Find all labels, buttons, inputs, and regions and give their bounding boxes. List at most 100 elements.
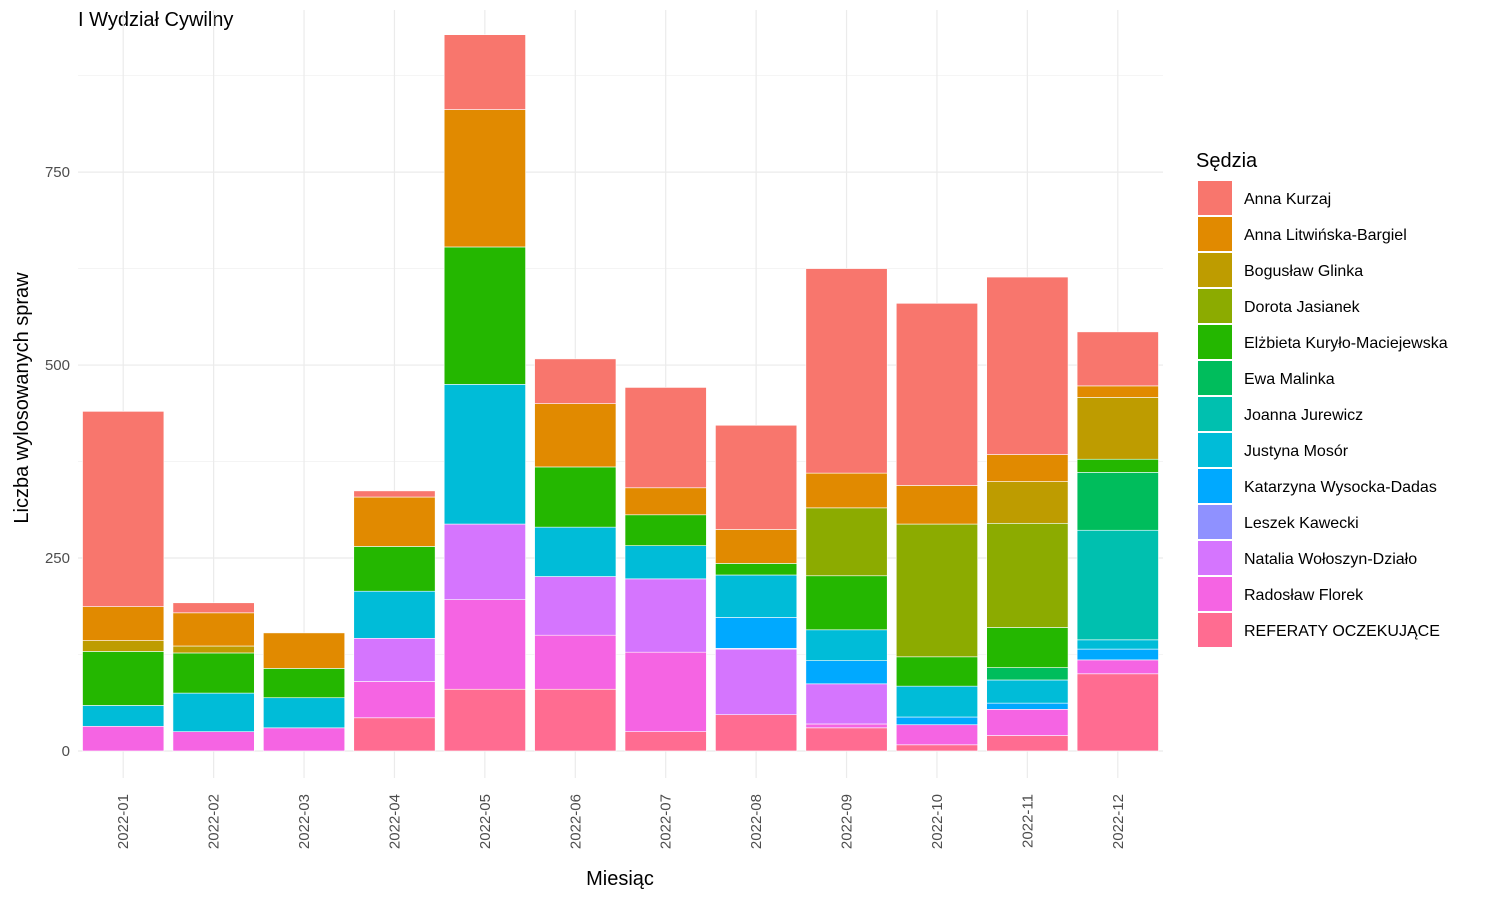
legend-label: Joanna Jurewicz: [1244, 407, 1363, 424]
legend-key: [1198, 505, 1232, 539]
bar-segment: [805, 507, 888, 577]
bar-segment: [1076, 648, 1159, 661]
bar-segment: [353, 681, 436, 719]
legend-key: [1198, 397, 1232, 431]
x-tick-label: 2022-01: [115, 794, 132, 849]
legend-label: Natalia Wołoszyn-Działo: [1244, 551, 1417, 568]
legend-label: Anna Kurzaj: [1244, 191, 1331, 208]
bar-segment: [805, 629, 888, 661]
legend-label: REFERATY OCZEKUJĄCE: [1244, 623, 1440, 640]
bar-segment: [715, 529, 798, 564]
bar-segment: [1076, 331, 1159, 387]
x-tick-label: 2022-08: [748, 794, 765, 849]
bar-segment: [1076, 529, 1159, 641]
bar-segment: [443, 34, 526, 110]
bar-segment: [1076, 639, 1159, 650]
bar-segment: [263, 697, 346, 729]
x-tick-label: 2022-06: [567, 794, 584, 849]
legend-label: Justyna Mosór: [1244, 443, 1349, 460]
legend-label: Elżbieta Kuryło-Maciejewska: [1244, 335, 1448, 352]
bar-segment: [353, 490, 436, 498]
legend-key: [1198, 217, 1232, 251]
bar-segment: [534, 358, 617, 404]
bar-segment: [805, 723, 888, 729]
bar-segment: [1076, 472, 1159, 531]
bar-segment: [715, 714, 798, 752]
y-tick-label: 0: [62, 743, 70, 760]
bar-segment: [82, 606, 165, 641]
bar-segment: [895, 485, 978, 525]
legend-key: [1198, 433, 1232, 467]
legend-key: [1198, 541, 1232, 575]
bar-segment: [715, 424, 798, 530]
bar-segment: [895, 523, 978, 658]
bar-segment: [986, 481, 1069, 524]
bar-segment: [895, 724, 978, 746]
y-axis-ticks: 0 250 500 750: [45, 164, 70, 760]
bar-segment: [534, 634, 617, 690]
bar-segment: [986, 522, 1069, 628]
x-axis-title: Miesiąc: [586, 868, 654, 890]
bar-segment: [895, 303, 978, 486]
bar-segment: [805, 683, 888, 725]
bar-segment: [353, 717, 436, 752]
bar-segment: [172, 612, 255, 647]
bar-segment: [82, 411, 165, 607]
x-tick-label: 2022-02: [206, 794, 223, 849]
bar-segment: [986, 627, 1069, 668]
bar-segment: [624, 545, 707, 580]
y-tick-label: 250: [45, 550, 70, 567]
bar-segment: [986, 667, 1069, 681]
legend-key: [1198, 253, 1232, 287]
bar-segment: [805, 660, 888, 685]
bar-segment: [624, 651, 707, 732]
bar-segment: [82, 725, 165, 752]
bar-segment: [263, 727, 346, 752]
legend: Sędzia Anna Kurzaj Anna Litwińska-Bargiel…: [1196, 150, 1448, 647]
bar-segment: [715, 563, 798, 576]
bars-layer: [82, 34, 1159, 752]
bar-segment: [443, 246, 526, 385]
bar-segment: [1076, 659, 1159, 675]
bar-segment: [1076, 385, 1159, 398]
legend-label: Dorota Jasianek: [1244, 299, 1361, 316]
bar-segment: [805, 268, 888, 474]
y-tick-label: 500: [45, 357, 70, 374]
bar-segment: [82, 705, 165, 727]
x-tick-label: 2022-09: [839, 794, 856, 849]
legend-key: [1198, 469, 1232, 503]
bar-segment: [534, 403, 617, 468]
bar-segment: [172, 652, 255, 694]
legend-key: [1198, 181, 1232, 215]
bar-segment: [443, 109, 526, 248]
legend-title: Sędzia: [1196, 150, 1258, 172]
bar-segment: [534, 466, 617, 528]
bar-segment: [805, 575, 888, 631]
legend-key: [1198, 613, 1232, 647]
bar-segment: [172, 692, 255, 732]
bar-segment: [353, 637, 436, 682]
legend-label: Ewa Malinka: [1244, 371, 1335, 388]
bar-segment: [82, 640, 165, 652]
bar-segment: [443, 384, 526, 525]
bar-segment: [82, 651, 165, 706]
legend-key: [1198, 289, 1232, 323]
bar-segment: [443, 523, 526, 601]
legend-key: [1198, 325, 1232, 359]
bar-segment: [353, 590, 436, 639]
bar-segment: [172, 602, 255, 614]
bar-segment: [715, 574, 798, 618]
bar-segment: [443, 688, 526, 752]
bar-segment: [895, 716, 978, 726]
legend-label: Bogusław Glinka: [1244, 263, 1363, 280]
legend-label: Katarzyna Wysocka-Dadas: [1244, 479, 1437, 496]
x-tick-label: 2022-10: [929, 794, 946, 849]
bar-segment: [624, 578, 707, 653]
bar-segment: [895, 685, 978, 718]
legend-label: Anna Litwińska-Bargiel: [1244, 227, 1407, 244]
bar-segment: [1076, 397, 1159, 460]
bar-segment: [624, 487, 707, 516]
bar-segment: [895, 744, 978, 752]
x-tick-label: 2022-07: [658, 794, 675, 849]
